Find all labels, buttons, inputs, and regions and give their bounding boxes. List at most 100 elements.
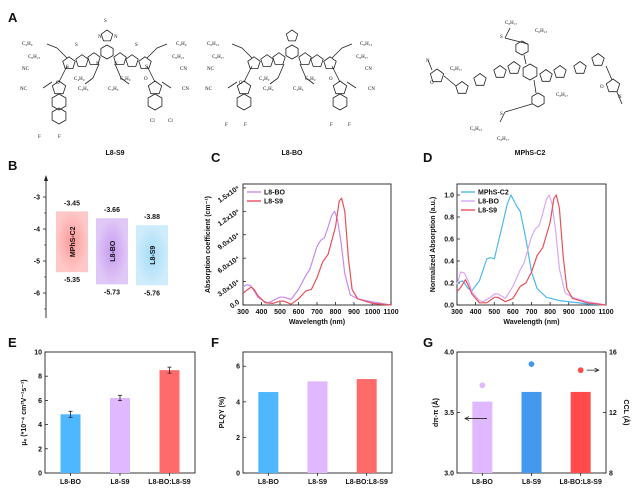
bar-l8-bo:l8-s9 [159, 370, 180, 473]
thiophene-ring [455, 81, 469, 94]
atom-label: O [144, 77, 148, 82]
thiophene-ring [247, 56, 261, 69]
x-tick-label: 800 [330, 309, 342, 316]
x-tick-label: 900 [563, 309, 575, 316]
atom-label: F [58, 135, 61, 140]
bond [504, 103, 533, 113]
thiadiazole-ring [285, 29, 299, 42]
thiophene-ring [539, 69, 553, 82]
series-line-l8-bo [242, 210, 392, 306]
atom-label: O [56, 81, 60, 86]
bond [56, 47, 68, 59]
atom-label: C₈H₁₇ [505, 21, 517, 26]
thiophene-ring [272, 52, 286, 65]
bar-l8-bo:l8-s9 [570, 391, 591, 473]
bond [533, 79, 537, 94]
atom-label: N [426, 59, 430, 64]
atom-label: C₆H₁₃ [535, 29, 547, 34]
y-axis-label: μₑ (*10⁻⁴ cm²V⁻¹s⁻¹) [21, 379, 28, 445]
ccl-point [478, 381, 486, 389]
chemical-structures: C₄H₉C₆H₁₃C₄H₉C₆H₁₃C₄H₉C₂H₅C₄H₉C₂H₅NCNCCN… [20, 19, 623, 142]
thiophene-ring [298, 52, 312, 65]
indanone-ring [147, 80, 163, 95]
y-tick-label: 3.5 [444, 410, 454, 417]
arrow-right-icon [586, 367, 600, 373]
legend-label: L8-S9 [264, 199, 283, 206]
atom-label: F [38, 135, 41, 140]
legend-label: L8-S9 [478, 208, 497, 215]
x-tick-label: 500 [488, 309, 500, 316]
x-tick-label: 1100 [598, 309, 613, 316]
y-tick-label: 4 [236, 399, 240, 406]
homo-label: -5.35 [64, 277, 80, 284]
bond [120, 77, 130, 85]
thiophene-ring [573, 61, 587, 74]
bar-l8-s9 [307, 381, 328, 473]
ccl-point [527, 360, 535, 368]
atom-label: S [500, 35, 503, 40]
y-tick-label: 16 [609, 350, 617, 357]
bond [241, 47, 253, 59]
atom-label: S [104, 19, 107, 24]
atom-label: O [329, 77, 333, 82]
atom-label: N [114, 62, 118, 67]
panel-label-f: F [211, 335, 219, 350]
panel-label-a: A [8, 10, 18, 25]
atom-label: C₄H₉ [120, 77, 131, 82]
atom-label: C₆H₁₃ [172, 55, 184, 60]
thiophene-ring [473, 73, 487, 86]
thiophene-ring [87, 52, 101, 65]
atom-label: CN [368, 87, 375, 92]
thiophene-ring [591, 53, 605, 66]
x-tick-label: 700 [311, 309, 323, 316]
panel-label-e: E [8, 335, 17, 350]
atom-label: C₈H₁₇ [556, 93, 568, 98]
legend-label: MPhS-C2 [478, 190, 509, 197]
atom-label: C₄H₉ [74, 77, 85, 82]
bond [227, 81, 238, 89]
y2-axis-label: CCL (Å) [622, 400, 631, 426]
atom-label: NC [22, 67, 30, 72]
atom-label: C₆H₁₃ [360, 42, 372, 47]
atom-label: C₈H₁₇ [212, 55, 224, 60]
atom-label: S [66, 65, 69, 70]
x-tick-label: 600 [507, 309, 519, 316]
x-tick-label: 700 [526, 309, 538, 316]
y-tick-label: 0.6 [444, 237, 454, 244]
atom-label: Cl [150, 119, 155, 124]
y-tick-label: 6 [38, 398, 42, 405]
bond [146, 47, 158, 59]
atom-label: S [75, 43, 78, 48]
bar-name-label: L8-BO [110, 240, 117, 262]
x-tick-label: 400 [256, 309, 268, 316]
indanone-ring [332, 80, 348, 95]
energy-bar-l8-bo [96, 218, 128, 285]
molecule-caption-l8-bo: L8-BO [282, 150, 304, 157]
bond [146, 65, 156, 83]
y-tick-label: 10 [34, 350, 42, 357]
bond [499, 111, 506, 123]
atom-label: S [135, 43, 138, 48]
atom-label: NC [20, 87, 28, 92]
atom-label: C₄H₉ [259, 77, 270, 82]
atom-label: C₆H₁₃ [28, 55, 40, 60]
atom-label: F [330, 123, 333, 128]
benzene-ring [522, 63, 538, 81]
bond [58, 65, 68, 83]
y-tick-label: 3.0x10⁴ [217, 278, 242, 298]
bond [84, 77, 94, 85]
bond [161, 81, 172, 89]
homo-label: -5.76 [144, 290, 160, 297]
bar-name-label: MPhS-C2 [70, 226, 77, 257]
molecule-caption-mphs-c2: MPhS-C2 [515, 150, 546, 157]
arrow-left-icon [464, 416, 487, 421]
bond [42, 81, 53, 89]
atom-label: C₂H₅ [78, 87, 89, 92]
benzene-ring [147, 93, 163, 111]
x-tick-label: L8-S9 [522, 479, 541, 486]
atom-label: CN [180, 67, 187, 72]
bond [504, 37, 529, 45]
bond [331, 65, 341, 83]
y-tick-label: 0.2 [444, 281, 454, 288]
